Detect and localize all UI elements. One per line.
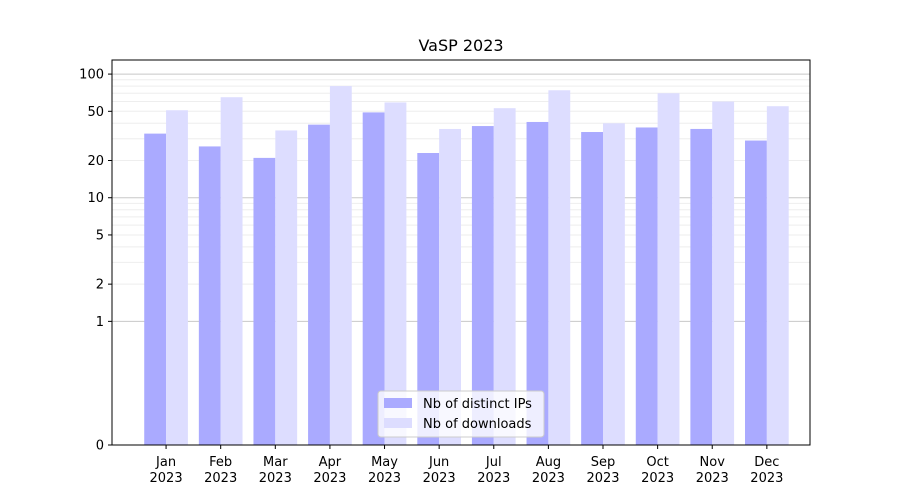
bar-downloads	[384, 102, 407, 445]
plot-frame	[111, 59, 811, 446]
x-tick-label-month: Feb	[209, 455, 232, 470]
x-tick-label-year: 2023	[259, 471, 292, 486]
y-tick-label: 2	[96, 278, 104, 293]
bar-downloads	[493, 108, 516, 445]
bar-distinct-ips	[745, 140, 767, 445]
x-tick-label-year: 2023	[150, 471, 183, 486]
x-tick-label-month: Jun	[428, 455, 449, 470]
x-tick-label-year: 2023	[204, 471, 237, 486]
y-tick-label: 100	[79, 68, 104, 83]
x-tick-label-year: 2023	[641, 471, 674, 486]
x-tick-label-year: 2023	[750, 471, 783, 486]
x-tick-label-month: Mar	[263, 455, 288, 470]
bar-downloads	[275, 130, 298, 445]
x-tick-label-month: Apr	[319, 455, 342, 470]
bar-downloads	[712, 101, 735, 445]
bar-downloads	[220, 97, 243, 446]
bar-distinct-ips	[581, 132, 604, 446]
bar-distinct-ips	[144, 133, 167, 445]
y-tick-label: 5	[96, 228, 104, 243]
bar-downloads	[603, 123, 625, 445]
legend: Nb of distinct IPs Nb of downloads	[377, 390, 545, 438]
legend-swatch	[384, 418, 412, 428]
x-tick-label-month: Jan	[155, 455, 176, 470]
y-tick-label: 1	[96, 315, 104, 330]
x-tick-label-month: Jul	[485, 455, 502, 470]
bar-distinct-ips	[635, 127, 658, 446]
bar-distinct-ips	[690, 128, 713, 445]
x-tick-label-year: 2023	[532, 471, 565, 486]
x-tick-label-year: 2023	[696, 471, 729, 486]
bar-downloads	[548, 90, 571, 445]
x-tick-label-month: Oct	[646, 455, 668, 470]
bar-distinct-ips	[198, 146, 221, 445]
bar-distinct-ips	[471, 126, 494, 445]
legend-label: Nb of distinct IPs	[423, 397, 532, 412]
y-tick-label: 50	[87, 105, 104, 120]
y-tick-label: 20	[87, 154, 104, 169]
bar-distinct-ips	[526, 121, 549, 445]
bar-distinct-ips	[253, 157, 276, 446]
bar-distinct-ips	[417, 153, 440, 445]
x-tick-label-year: 2023	[477, 471, 510, 486]
legend-box	[377, 390, 545, 438]
bar-distinct-ips	[308, 124, 330, 445]
x-tick-label-year: 2023	[313, 471, 346, 486]
bar-downloads	[439, 128, 461, 445]
x-tick-label-month: Nov	[700, 455, 726, 470]
legend-label: Nb of downloads	[423, 417, 532, 432]
x-tick-label-year: 2023	[423, 471, 456, 486]
axes: 0125102050100Jan2023Feb2023Mar2023Apr202…	[79, 68, 783, 486]
bar-distinct-ips	[362, 112, 385, 446]
y-tick-label: 0	[96, 439, 104, 454]
x-tick-label-month: Sep	[591, 455, 616, 470]
x-tick-label-year: 2023	[368, 471, 401, 486]
x-tick-label-month: Aug	[536, 455, 561, 470]
bar-downloads	[766, 106, 789, 445]
x-tick-label-month: Dec	[754, 455, 779, 470]
chart-title: VaSP 2023	[418, 36, 503, 55]
legend-swatch	[384, 398, 412, 408]
y-tick-label: 10	[87, 191, 104, 206]
x-tick-label-month: May	[371, 455, 398, 470]
bar-downloads	[657, 93, 680, 445]
bar-downloads	[166, 110, 188, 445]
bar-downloads	[329, 86, 352, 446]
x-tick-label-year: 2023	[586, 471, 619, 486]
bars	[144, 86, 789, 446]
